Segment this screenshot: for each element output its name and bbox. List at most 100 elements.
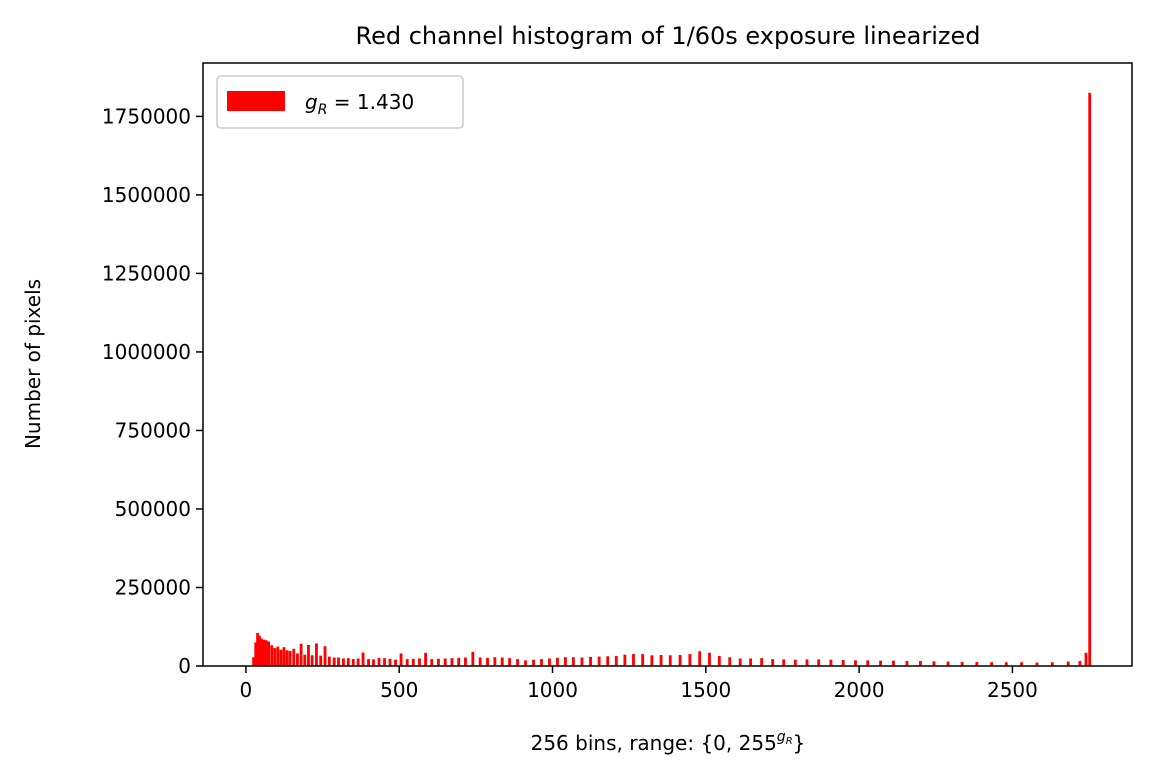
x-tick-label: 2500 (987, 678, 1038, 702)
histogram-bar (383, 658, 386, 666)
histogram-bar (500, 657, 504, 666)
histogram-bar (668, 655, 672, 666)
y-tick-label: 250000 (115, 575, 191, 599)
x-axis-label-exponent: g (777, 729, 786, 745)
y-tick-label: 1000000 (102, 340, 191, 364)
plot-frame (202, 62, 1133, 667)
histogram-bar (975, 661, 979, 666)
histogram-bar (760, 658, 764, 666)
x-tick-label: 2000 (834, 678, 885, 702)
histogram-bar (841, 660, 845, 666)
histogram-bar (299, 643, 303, 666)
histogram-bar (303, 654, 307, 666)
histogram-bar (332, 657, 336, 666)
histogram-bar (424, 652, 427, 666)
histogram-bar (342, 658, 345, 666)
histogram-bar (1020, 662, 1024, 666)
histogram-bar (623, 654, 627, 666)
histogram-bar (589, 656, 592, 666)
x-tick-label: 1500 (680, 678, 731, 702)
histogram-bar (508, 658, 512, 666)
x-axis-ticks: 0 500 1000 1500 2000 2500 (240, 666, 1038, 702)
histogram-bar (258, 635, 261, 666)
histogram-bar (356, 658, 360, 666)
histogram-bar (377, 657, 381, 666)
legend: gR = 1.430 (216, 75, 464, 129)
histogram-bar (632, 654, 635, 666)
histogram-bar (405, 659, 409, 666)
histogram-bar (1084, 652, 1088, 666)
histogram-bar (346, 658, 350, 666)
histogram-bar (946, 661, 950, 666)
histogram-bar (854, 660, 857, 666)
histogram-bar (571, 657, 575, 666)
histogram-bar (273, 648, 277, 666)
histogram-bar (254, 642, 258, 666)
histogram-bar (614, 655, 618, 666)
histogram-bar (276, 646, 280, 666)
y-tick-label: 750000 (115, 418, 191, 442)
y-axis-label: Number of pixels (21, 279, 45, 449)
histogram-bar (288, 650, 292, 666)
histogram-bar (307, 644, 310, 666)
legend-label-subscript: R (318, 102, 328, 118)
legend-label-symbol: g (305, 90, 318, 114)
histogram-bar (464, 657, 467, 666)
histogram-bar (279, 649, 283, 666)
histogram-bar (457, 657, 461, 666)
x-tick-label: 1000 (527, 678, 578, 702)
histogram-bar (817, 659, 821, 666)
histogram-bars (252, 92, 1092, 667)
y-tick-label: 1750000 (102, 104, 191, 128)
histogram-bar (1088, 92, 1092, 667)
histogram-bar (292, 648, 296, 666)
histogram-bar (471, 651, 475, 666)
histogram-bar (698, 651, 702, 666)
histogram-bar (688, 654, 692, 666)
histogram-bar (367, 659, 370, 666)
histogram-bar (540, 659, 543, 666)
histogram-bar (1004, 662, 1008, 666)
chart-title: Red channel histogram of 1/60s exposure … (356, 22, 981, 50)
histogram-bar (310, 655, 314, 666)
histogram-bar (388, 658, 392, 666)
histogram-bar (990, 662, 993, 666)
histogram-bar (932, 661, 936, 666)
histogram-bar (399, 653, 403, 666)
histogram-bar (1066, 661, 1070, 666)
histogram-bar (793, 659, 797, 666)
legend-label: gR = 1.430 (305, 90, 414, 118)
histogram-bar (411, 658, 415, 666)
histogram-bar (394, 659, 397, 666)
histogram-bar (315, 643, 318, 666)
legend-box (216, 75, 464, 129)
histogram-bar (738, 658, 742, 666)
x-axis-label-main: 256 bins, range: {0, 255 (531, 731, 777, 755)
histogram-bar (650, 655, 654, 666)
legend-swatch (227, 91, 285, 111)
histogram-bar (337, 657, 340, 666)
histogram-bar (267, 641, 271, 666)
y-tick-label: 0 (178, 654, 191, 678)
histogram-bar (262, 639, 266, 666)
histogram-bar (717, 655, 721, 666)
histogram-bar (919, 660, 922, 666)
histogram-bar (597, 656, 601, 666)
histogram-bar (516, 659, 519, 666)
histogram-bar (641, 654, 645, 666)
histogram-bar (805, 659, 809, 666)
histogram-bar (361, 652, 365, 666)
histogram-bar (252, 657, 255, 666)
histogram-bar (259, 638, 263, 666)
histogram-bar (532, 659, 535, 666)
x-axis-label: 256 bins, range: {0, 255gR} (531, 729, 806, 755)
histogram-bar (437, 658, 440, 666)
histogram-bar (580, 657, 584, 666)
histogram-bar (430, 659, 434, 666)
histogram-bar (285, 650, 289, 666)
histogram-bar (728, 657, 732, 666)
histogram-bar (829, 659, 833, 666)
histogram-bar (264, 640, 268, 666)
